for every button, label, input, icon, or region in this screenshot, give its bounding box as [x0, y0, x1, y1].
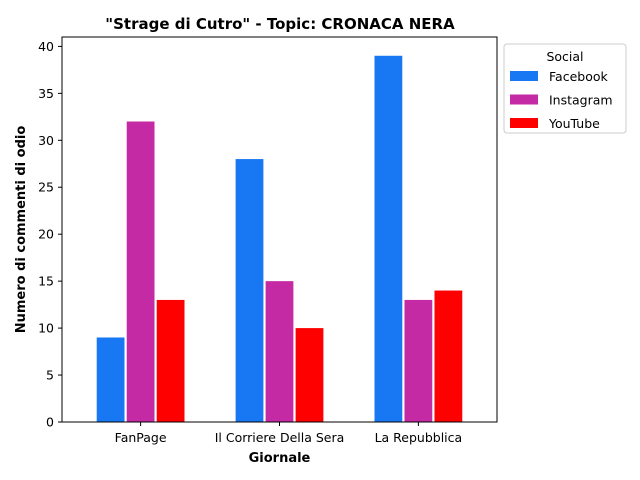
y-axis: 0 5 10 15 20 25 30 35 40 [38, 39, 62, 430]
x-tick-label: Il Corriere Della Sera [215, 430, 345, 445]
x-axis-title: Giornale [249, 451, 311, 466]
legend-frame [503, 43, 627, 134]
legend-swatch-instagram [510, 94, 538, 105]
chart-title: "Strage di Cutro" - Topic: CRONACA NERA [105, 15, 455, 33]
y-axis-title: Numero di commenti di odio [14, 126, 29, 334]
bar-instagram-2 [265, 281, 294, 422]
bar-youtube-1 [156, 299, 185, 422]
y-tick-label: 10 [38, 321, 54, 336]
y-tick-label: 5 [46, 368, 54, 383]
bar-facebook-1 [96, 337, 125, 422]
legend-label-youtube: YouTube [548, 116, 600, 131]
legend-label-facebook: Facebook [549, 69, 608, 84]
bar-youtube-2 [295, 328, 324, 422]
bar-facebook-2 [235, 159, 264, 422]
legend-items: Facebook Instagram YouTube [510, 69, 613, 131]
x-axis: FanPage Il Corriere Della Sera La Repubbli… [115, 422, 463, 445]
y-tick-label: 30 [38, 133, 54, 148]
y-tick-label: 0 [46, 415, 54, 430]
y-tick-label: 40 [38, 39, 54, 54]
legend-title: Social [546, 49, 583, 64]
x-tick-label: La Repubblica [375, 430, 463, 445]
legend: Social Facebook Instagram YouTube [503, 43, 627, 134]
y-tick-label: 25 [38, 180, 54, 195]
bars-group [96, 55, 463, 422]
y-tick-label: 35 [38, 86, 54, 101]
bar-instagram-1 [126, 121, 155, 422]
y-tick-label: 15 [38, 274, 54, 289]
legend-label-instagram: Instagram [549, 93, 613, 108]
bar-facebook-3 [374, 55, 403, 422]
x-tick-label: FanPage [115, 430, 167, 445]
legend-swatch-youtube [510, 118, 538, 128]
legend-swatch-facebook [510, 71, 538, 81]
bar-youtube-3 [434, 290, 463, 422]
bar-instagram-3 [404, 299, 433, 422]
y-tick-label: 20 [38, 227, 54, 242]
